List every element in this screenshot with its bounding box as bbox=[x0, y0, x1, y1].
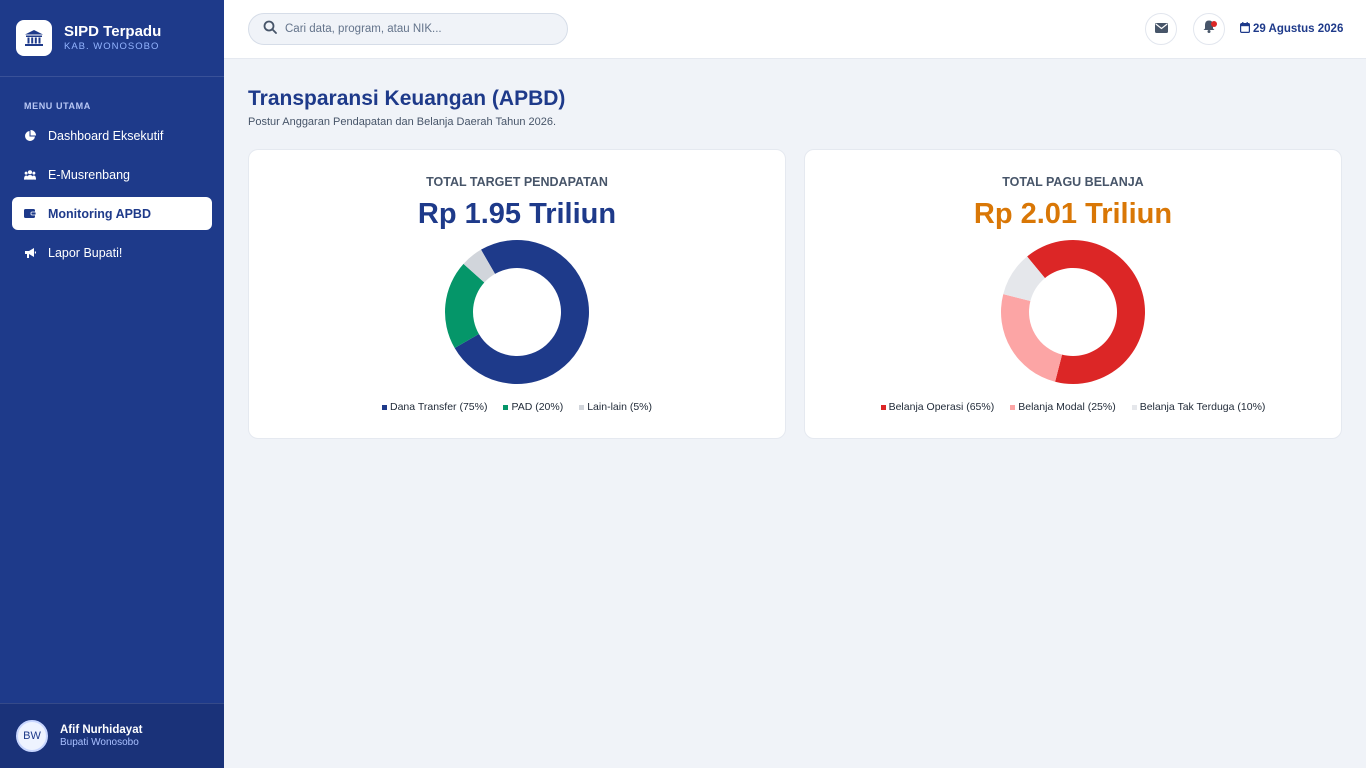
brand: SIPD Terpadu KAB. WONOSOBO bbox=[0, 0, 224, 77]
legend-item: Belanja Operasi (65%) bbox=[880, 401, 995, 413]
legend-swatch bbox=[1131, 404, 1137, 410]
main-menu: Dashboard Eksekutif E-Musrenbang Monitor… bbox=[0, 119, 224, 269]
card-label: TOTAL TARGET PENDAPATAN bbox=[426, 175, 608, 189]
building-icon bbox=[16, 20, 52, 56]
search-box bbox=[248, 13, 568, 45]
legend-label: Belanja Modal (25%) bbox=[1018, 401, 1116, 413]
card-value: Rp 1.95 Triliun bbox=[417, 198, 617, 230]
brand-subtitle: KAB. WONOSOBO bbox=[64, 41, 160, 52]
main-content: Transparansi Keuangan (APBD) Postur Angg… bbox=[248, 86, 1342, 439]
expense-card: TOTAL PAGU BELANJA Rp 2.01 Triliun Belan… bbox=[804, 149, 1342, 439]
notification-button[interactable] bbox=[1193, 13, 1225, 45]
card-value: Rp 2.01 Triliun bbox=[973, 198, 1173, 230]
notification-dot bbox=[1211, 21, 1217, 27]
income-card: TOTAL TARGET PENDAPATAN Rp 1.95 Triliun … bbox=[248, 149, 786, 439]
legend-item: Lain-lain (5%) bbox=[579, 401, 652, 413]
income-donut-chart bbox=[445, 240, 589, 384]
legend-item: Belanja Tak Terduga (10%) bbox=[1131, 401, 1266, 413]
mail-button[interactable] bbox=[1145, 13, 1177, 45]
expense-donut-chart bbox=[1001, 240, 1145, 384]
users-icon bbox=[24, 169, 36, 181]
legend-label: PAD (20%) bbox=[511, 401, 564, 413]
user-role: Bupati Wonosobo bbox=[60, 737, 139, 748]
menu-heading: MENU UTAMA bbox=[24, 101, 91, 111]
income-legend: Dana Transfer (75%) PAD (20%) Lain-lain (5… bbox=[382, 401, 652, 413]
legend-swatch bbox=[503, 404, 509, 410]
donut-slice bbox=[1003, 256, 1045, 302]
legend-item: Belanja Modal (25%) bbox=[1010, 401, 1116, 413]
expense-legend: Belanja Operasi (65%) Belanja Modal (25%)… bbox=[880, 401, 1266, 413]
chart-pie-icon bbox=[24, 129, 36, 142]
sidebar-item-label: Monitoring APBD bbox=[48, 206, 151, 221]
sidebar-item-dashboard-eksekutif[interactable]: Dashboard Eksekutif bbox=[12, 119, 212, 152]
sidebar-item-e-musrenbang[interactable]: E-Musrenbang bbox=[12, 158, 212, 191]
search-input[interactable] bbox=[285, 23, 545, 35]
user-profile[interactable]: BW Afif Nurhidayat Bupati Wonosobo bbox=[0, 703, 224, 768]
donut-slice bbox=[1027, 240, 1145, 384]
donut-slice bbox=[463, 249, 495, 283]
sidebar: SIPD Terpadu KAB. WONOSOBO MENU UTAMA Da… bbox=[0, 0, 224, 768]
wallet-icon bbox=[24, 208, 36, 220]
sidebar-item-label: Lapor Bupati! bbox=[48, 245, 123, 260]
page-title: Transparansi Keuangan (APBD) bbox=[248, 87, 566, 110]
topbar: 29 Agustus 2026 bbox=[224, 0, 1366, 59]
envelope-icon bbox=[1154, 20, 1168, 38]
card-label: TOTAL PAGU BELANJA bbox=[1002, 175, 1144, 189]
legend-item: PAD (20%) bbox=[503, 401, 563, 413]
brand-title: SIPD Terpadu bbox=[64, 23, 162, 40]
avatar: BW bbox=[16, 720, 48, 752]
page-subtitle: Postur Anggaran Pendapatan dan Belanja D… bbox=[248, 116, 557, 128]
legend-swatch bbox=[880, 404, 886, 410]
current-date: 29 Agustus 2026 bbox=[1240, 22, 1343, 36]
sidebar-item-monitoring-apbd[interactable]: Monitoring APBD bbox=[12, 197, 212, 230]
summary-cards: TOTAL TARGET PENDAPATAN Rp 1.95 Triliun … bbox=[248, 149, 1342, 439]
search-icon bbox=[263, 20, 277, 39]
donut-slice bbox=[454, 240, 589, 384]
sidebar-item-label: Dashboard Eksekutif bbox=[48, 128, 164, 143]
legend-label: Lain-lain (5%) bbox=[587, 401, 652, 413]
legend-swatch bbox=[1010, 404, 1016, 410]
legend-label: Dana Transfer (75%) bbox=[390, 401, 488, 413]
legend-label: Belanja Tak Terduga (10%) bbox=[1139, 401, 1266, 413]
user-name: Afif Nurhidayat bbox=[60, 724, 143, 736]
donut-slice bbox=[1001, 294, 1063, 382]
donut-slice bbox=[445, 263, 485, 348]
sidebar-item-label: E-Musrenbang bbox=[48, 167, 130, 182]
calendar-icon bbox=[1240, 22, 1253, 36]
date-text: 29 Agustus 2026 bbox=[1253, 23, 1344, 35]
sidebar-item-lapor-bupati[interactable]: Lapor Bupati! bbox=[12, 236, 212, 269]
legend-item: Dana Transfer (75%) bbox=[382, 401, 487, 413]
legend-swatch bbox=[579, 404, 585, 410]
legend-label: Belanja Operasi (65%) bbox=[888, 401, 995, 413]
megaphone-icon bbox=[24, 247, 36, 259]
legend-swatch bbox=[382, 404, 387, 410]
